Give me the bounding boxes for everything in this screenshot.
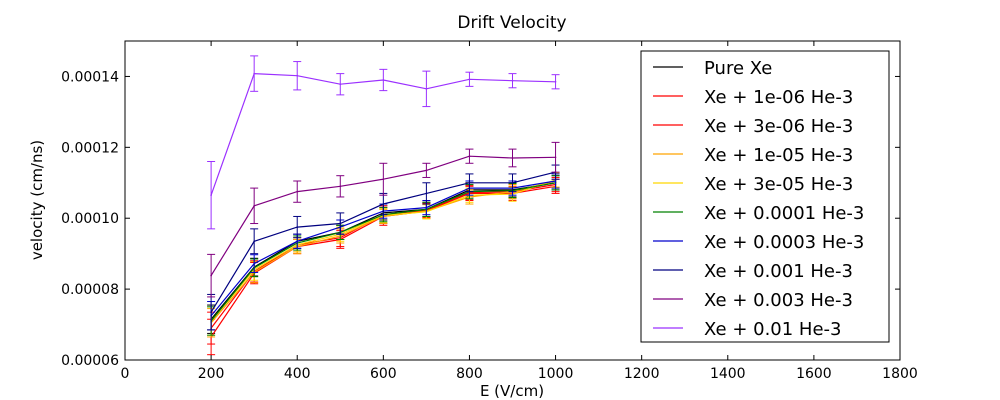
- data-point: [296, 240, 299, 243]
- x-tick-label: 1400: [710, 366, 746, 382]
- x-tick-label: 0: [121, 366, 130, 382]
- series-layer: [207, 55, 560, 356]
- data-point: [468, 181, 471, 184]
- x-tick-label: 1200: [624, 366, 660, 382]
- data-point: [511, 157, 514, 159]
- y-tick-label: 0.00006: [61, 353, 119, 369]
- y-tick-label: 0.00008: [61, 282, 119, 298]
- data-point: [296, 74, 299, 77]
- series: [207, 55, 560, 230]
- legend-label: Xe + 0.0001 He-3: [704, 203, 864, 224]
- y-tick-label: 0.00014: [61, 69, 119, 85]
- plot-frame: [124, 40, 901, 361]
- legend-item: Xe + 0.0003 He-3: [653, 232, 864, 253]
- data-point: [210, 194, 212, 196]
- x-tick-label: 1600: [796, 366, 832, 382]
- data-point: [468, 155, 471, 157]
- data-point: [382, 79, 385, 81]
- legend-label: Xe + 0.001 He-3: [704, 261, 853, 282]
- y-axis-label: velocity (cm/ns): [28, 140, 46, 260]
- legend-item: Xe + 0.001 He-3: [653, 261, 853, 282]
- legend-label: Xe + 1e-05 He-3: [704, 145, 853, 166]
- data-point: [425, 169, 428, 172]
- data-point: [554, 80, 557, 83]
- data-point: [511, 181, 514, 184]
- y-axis: 0.00006 0.00008 0.00010 0.00012 0.00014: [61, 69, 900, 369]
- legend-item: Xe + 3e-05 He-3: [653, 174, 853, 195]
- legend-label: Pure Xe: [704, 58, 772, 79]
- data-point: [253, 240, 255, 243]
- data-point: [511, 79, 514, 82]
- data-point: [296, 190, 299, 193]
- legend-item: Xe + 0.0001 He-3: [653, 203, 864, 224]
- legend-item: Xe + 3e-06 He-3: [653, 116, 853, 137]
- series: [207, 141, 560, 298]
- y-tick-label: 0.00010: [61, 211, 119, 227]
- y-tick-label: 0.00012: [61, 140, 119, 156]
- legend-item: Xe + 0.003 He-3: [653, 290, 853, 311]
- data-point: [339, 185, 342, 188]
- chart-title: Drift Velocity: [457, 13, 566, 33]
- legend-label: Xe + 3e-06 He-3: [704, 116, 853, 137]
- legend-label: Xe + 1e-06 He-3: [704, 87, 853, 108]
- data-point: [554, 180, 557, 182]
- x-tick-label: 400: [284, 366, 311, 382]
- legend: Pure Xe Xe + 1e-06 He-3 Xe + 3e-06 He-3 Xe …: [640, 50, 890, 343]
- x-tick-label: 800: [456, 366, 483, 382]
- data-point: [382, 178, 385, 181]
- x-tick-label: 600: [370, 366, 397, 382]
- legend-item: Pure Xe: [653, 58, 772, 79]
- x-axis: 0 200 400 600 800 1000 1200 1400 1600 1800: [121, 41, 918, 382]
- data-point: [554, 156, 557, 159]
- data-point: [425, 206, 428, 209]
- data-point: [253, 72, 255, 75]
- data-point: [253, 262, 255, 265]
- data-point: [339, 222, 342, 225]
- legend-label: Xe + 3e-05 He-3: [704, 174, 853, 195]
- legend-item: Xe + 1e-05 He-3: [653, 145, 853, 166]
- legend-label: Xe + 0.0003 He-3: [704, 232, 864, 253]
- data-point: [210, 311, 212, 313]
- data-point: [425, 88, 428, 90]
- data-point: [210, 274, 212, 277]
- legend-item: Xe + 1e-06 He-3: [653, 87, 853, 108]
- data-point: [468, 78, 471, 81]
- data-point: [425, 192, 428, 195]
- data-point: [296, 226, 299, 228]
- x-axis-label: E (V/cm): [480, 382, 544, 400]
- legend-label: Xe + 0.01 He-3: [704, 319, 841, 340]
- x-tick-label: 1800: [882, 366, 918, 382]
- x-tick-label: 200: [198, 366, 225, 382]
- data-point: [339, 83, 342, 86]
- legend-item: Xe + 0.01 He-3: [653, 319, 841, 340]
- data-point: [382, 203, 385, 205]
- legend-label: Xe + 0.003 He-3: [704, 290, 853, 311]
- data-point: [253, 205, 255, 207]
- legend-box: [640, 50, 890, 343]
- x-tick-label: 1000: [538, 366, 574, 382]
